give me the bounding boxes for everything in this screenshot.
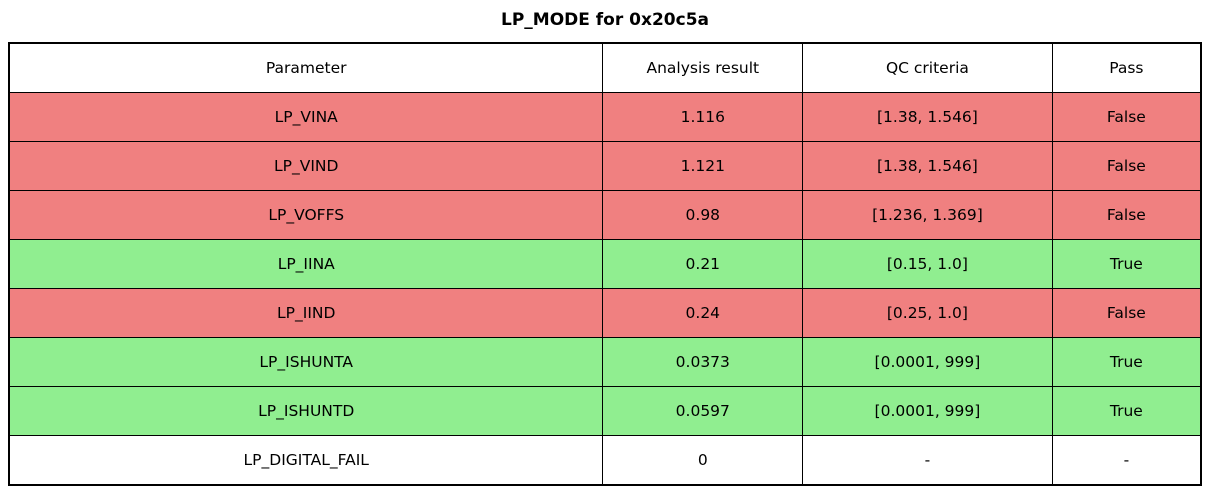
- cell-parameter: LP_VOFFS: [8, 190, 604, 240]
- cell-qc-criteria: -: [802, 435, 1053, 486]
- cell-pass: False: [1051, 141, 1202, 191]
- cell-parameter: LP_IINA: [8, 239, 604, 289]
- cell-parameter: LP_ISHUNTD: [8, 386, 604, 436]
- cell-pass: False: [1051, 92, 1202, 142]
- cell-pass: False: [1051, 190, 1202, 240]
- qc-results-table: Parameter Analysis result QC criteria Pa…: [8, 42, 1202, 486]
- table-row: LP_VOFFS 0.98 [1.236, 1.369] False: [8, 190, 1202, 240]
- cell-analysis-result: 1.116: [602, 92, 804, 142]
- cell-parameter: LP_ISHUNTA: [8, 337, 604, 387]
- cell-qc-criteria: [1.38, 1.546]: [802, 92, 1053, 142]
- cell-analysis-result: 0.98: [602, 190, 804, 240]
- cell-qc-criteria: [0.0001, 999]: [802, 337, 1053, 387]
- cell-qc-criteria: [0.15, 1.0]: [802, 239, 1053, 289]
- col-header-parameter: Parameter: [8, 42, 604, 93]
- table-row: LP_IINA 0.21 [0.15, 1.0] True: [8, 239, 1202, 289]
- cell-pass: True: [1051, 239, 1202, 289]
- cell-qc-criteria: [1.236, 1.369]: [802, 190, 1053, 240]
- cell-analysis-result: 0.24: [602, 288, 804, 338]
- table-row: LP_VIND 1.121 [1.38, 1.546] False: [8, 141, 1202, 191]
- cell-analysis-result: 1.121: [602, 141, 804, 191]
- cell-analysis-result: 0.0597: [602, 386, 804, 436]
- cell-analysis-result: 0.0373: [602, 337, 804, 387]
- table-row: LP_VINA 1.116 [1.38, 1.546] False: [8, 92, 1202, 142]
- cell-qc-criteria: [0.25, 1.0]: [802, 288, 1053, 338]
- cell-parameter: LP_VINA: [8, 92, 604, 142]
- table-row: LP_DIGITAL_FAIL 0 - -: [8, 435, 1202, 486]
- cell-analysis-result: 0: [602, 435, 804, 486]
- cell-parameter: LP_DIGITAL_FAIL: [8, 435, 604, 486]
- cell-pass: -: [1051, 435, 1202, 486]
- header-row: Parameter Analysis result QC criteria Pa…: [8, 42, 1202, 93]
- cell-parameter: LP_VIND: [8, 141, 604, 191]
- cell-analysis-result: 0.21: [602, 239, 804, 289]
- col-header-analysis-result: Analysis result: [602, 42, 804, 93]
- table-row: LP_ISHUNTA 0.0373 [0.0001, 999] True: [8, 337, 1202, 387]
- cell-parameter: LP_IIND: [8, 288, 604, 338]
- cell-pass: True: [1051, 386, 1202, 436]
- cell-qc-criteria: [1.38, 1.546]: [802, 141, 1053, 191]
- col-header-qc-criteria: QC criteria: [802, 42, 1053, 93]
- table-row: LP_IIND 0.24 [0.25, 1.0] False: [8, 288, 1202, 338]
- page-title: LP_MODE for 0x20c5a: [500, 10, 709, 30]
- col-header-pass: Pass: [1051, 42, 1202, 93]
- cell-pass: True: [1051, 337, 1202, 387]
- table-row: LP_ISHUNTD 0.0597 [0.0001, 999] True: [8, 386, 1202, 436]
- cell-pass: False: [1051, 288, 1202, 338]
- cell-qc-criteria: [0.0001, 999]: [802, 386, 1053, 436]
